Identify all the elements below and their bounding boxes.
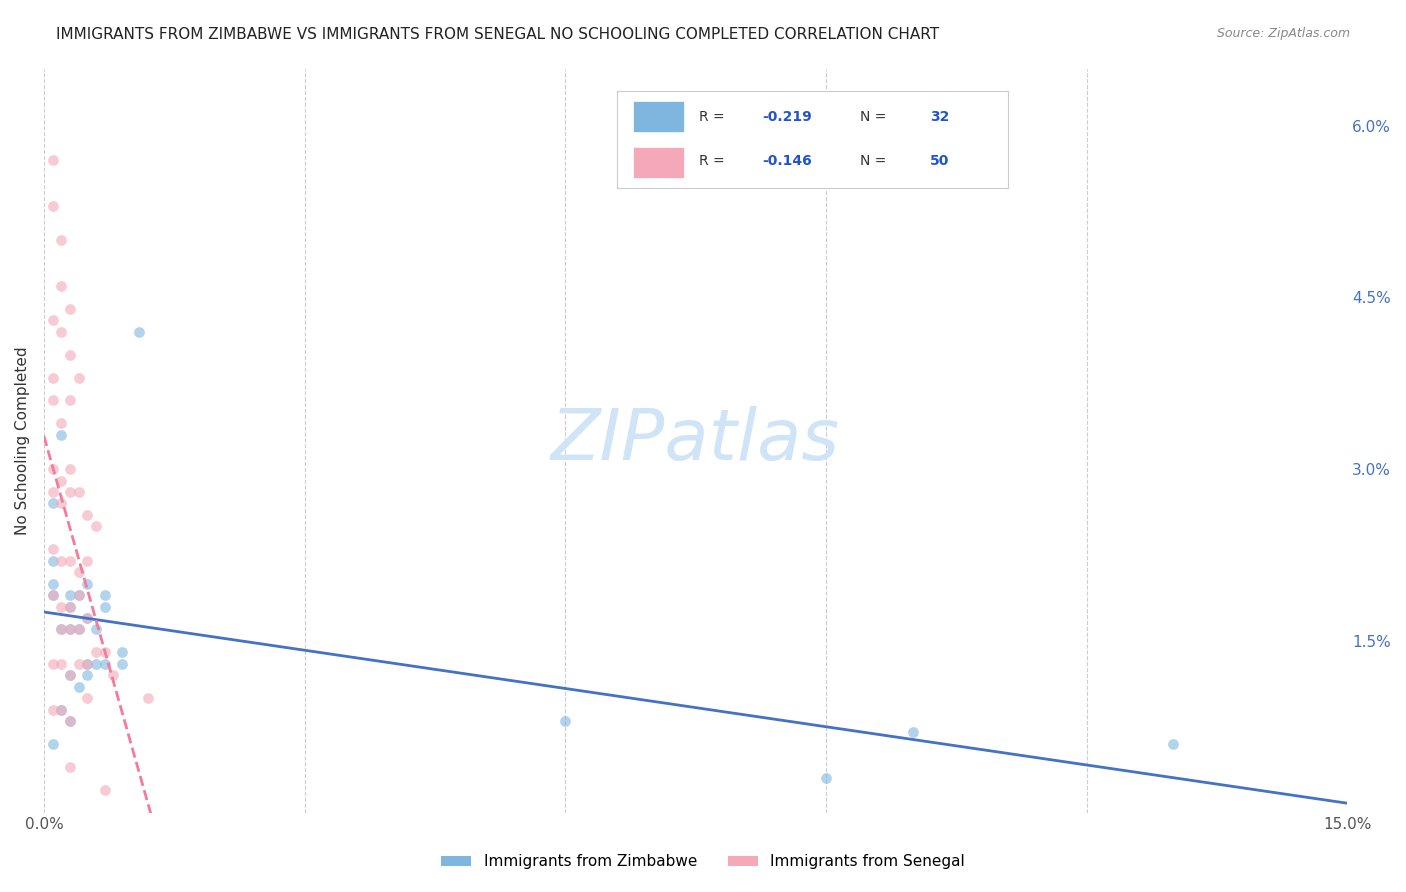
Point (93, 657, 115, 671)
Point (67, 680, 90, 694)
Point (41, 554, 63, 568)
Point (59, 588, 82, 602)
Point (67, 485, 90, 500)
Point (41, 702, 63, 716)
Point (814, 771, 837, 785)
Point (59, 599, 82, 614)
Point (41, 393, 63, 408)
Point (51, 702, 73, 716)
Point (76, 668, 98, 682)
Point (59, 348, 82, 362)
Point (84, 519, 107, 533)
Point (67, 565, 90, 579)
Legend: Immigrants from Zimbabwe, Immigrants from Senegal: Immigrants from Zimbabwe, Immigrants fro… (434, 848, 972, 875)
Point (59, 760, 82, 774)
Point (59, 623, 82, 637)
Point (41, 542, 63, 557)
Point (76, 554, 98, 568)
Point (76, 657, 98, 671)
Point (41, 737, 63, 751)
Point (84, 645, 107, 659)
Point (76, 508, 98, 522)
Point (51, 496, 73, 510)
Point (41, 588, 63, 602)
Point (51, 599, 73, 614)
Point (59, 393, 82, 408)
Point (76, 611, 98, 625)
Point (901, 725, 924, 739)
Point (136, 691, 159, 706)
Point (41, 462, 63, 476)
Point (51, 623, 73, 637)
Point (41, 485, 63, 500)
Point (41, 588, 63, 602)
Point (51, 474, 73, 488)
Point (84, 623, 107, 637)
Point (59, 301, 82, 316)
Point (111, 645, 134, 659)
Point (59, 623, 82, 637)
Point (103, 668, 125, 682)
Point (93, 588, 115, 602)
Point (59, 668, 82, 682)
Point (67, 657, 90, 671)
Text: IMMIGRANTS FROM ZIMBABWE VS IMMIGRANTS FROM SENEGAL NO SCHOOLING COMPLETED CORRE: IMMIGRANTS FROM ZIMBABWE VS IMMIGRANTS F… (56, 27, 939, 42)
Point (41, 199, 63, 213)
Point (1163, 737, 1185, 751)
Y-axis label: No Schooling Completed: No Schooling Completed (15, 346, 30, 535)
Point (51, 279, 73, 293)
Point (76, 657, 98, 671)
Point (51, 325, 73, 339)
Point (59, 485, 82, 500)
Point (67, 623, 90, 637)
Point (59, 714, 82, 728)
Point (67, 588, 90, 602)
Point (93, 599, 115, 614)
Point (51, 427, 73, 442)
Point (93, 645, 115, 659)
Point (51, 417, 73, 431)
Point (67, 623, 90, 637)
Point (41, 496, 63, 510)
Point (59, 668, 82, 682)
Point (51, 233, 73, 247)
Point (59, 554, 82, 568)
Point (41, 576, 63, 591)
Point (51, 657, 73, 671)
Point (51, 702, 73, 716)
Text: Source: ZipAtlas.com: Source: ZipAtlas.com (1216, 27, 1350, 40)
Point (41, 153, 63, 167)
Point (51, 623, 73, 637)
Point (67, 370, 90, 384)
Point (41, 370, 63, 384)
Point (76, 576, 98, 591)
Point (554, 714, 576, 728)
Point (41, 313, 63, 327)
Point (111, 657, 134, 671)
Point (76, 611, 98, 625)
Point (84, 657, 107, 671)
Point (128, 325, 150, 339)
Point (41, 657, 63, 671)
Point (76, 691, 98, 706)
Point (51, 554, 73, 568)
Text: ZIPatlas: ZIPatlas (551, 406, 839, 475)
Point (59, 599, 82, 614)
Point (67, 588, 90, 602)
Point (93, 782, 115, 797)
Point (59, 462, 82, 476)
Point (59, 714, 82, 728)
